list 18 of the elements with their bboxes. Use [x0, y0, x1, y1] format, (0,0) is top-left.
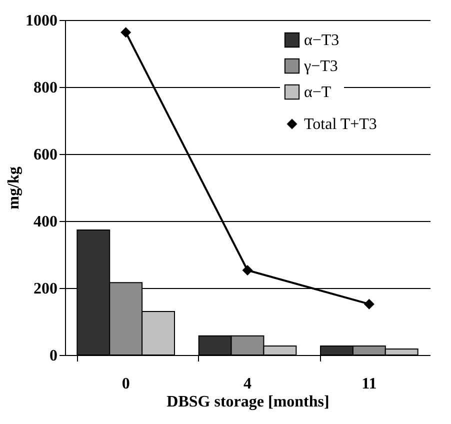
point: [364, 298, 374, 310]
y-tick-label: 1000: [26, 12, 58, 30]
point: [120, 27, 132, 38]
y-tick-label: 0: [50, 348, 58, 364]
x-tick-label: 0: [122, 376, 130, 392]
x-tick-label: 11: [362, 376, 377, 392]
point: [242, 265, 253, 276]
y-tick-label: 800: [34, 80, 58, 96]
legend-label: α−T3: [304, 32, 340, 49]
legend-label: α−T: [304, 84, 332, 101]
x-axis-title: DBSG storage [months]: [166, 394, 330, 410]
y-tick-label: 400: [34, 214, 58, 230]
x-tick-label: 4: [244, 376, 252, 392]
legend-label: Total T+T3: [304, 116, 377, 133]
y-axis-title: mg/kg: [6, 166, 22, 210]
y-tick-label: 600: [34, 146, 58, 164]
legend-label: γ−T3: [303, 58, 338, 75]
y-tick-label: 200: [34, 280, 58, 298]
